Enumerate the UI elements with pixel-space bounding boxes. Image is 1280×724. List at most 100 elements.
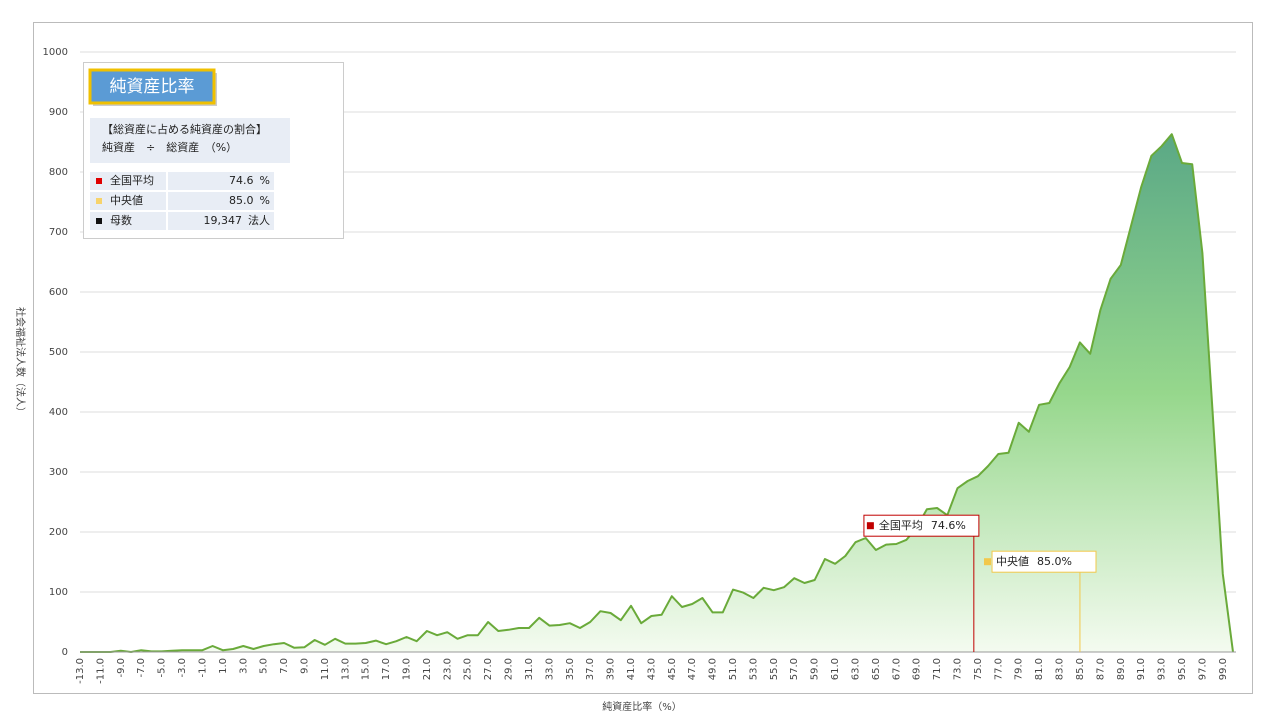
- x-tick-label: 11.0: [320, 658, 331, 680]
- y-tick-label: 300: [49, 467, 68, 478]
- y-tick-label: 0: [62, 647, 68, 658]
- x-tick-label: -3.0: [177, 658, 188, 678]
- annotation-value: 85.0%: [1037, 555, 1072, 568]
- x-tick-label: 17.0: [381, 658, 392, 680]
- reference-annotation: 中央値 85.0%: [983, 550, 1097, 573]
- x-tick-label: 95.0: [1177, 658, 1188, 680]
- x-tick-label: 77.0: [993, 658, 1004, 680]
- x-tick-label: 53.0: [748, 658, 759, 680]
- x-tick-label: 47.0: [687, 658, 698, 680]
- x-tick-label: 9.0: [300, 658, 311, 674]
- x-tick-label: 5.0: [259, 658, 270, 674]
- x-tick-label: -13.0: [75, 658, 86, 684]
- x-tick-label: 71.0: [932, 658, 943, 680]
- annotation-swatch: [983, 558, 991, 566]
- x-tick-label: 61.0: [830, 658, 841, 680]
- x-tick-label: 15.0: [361, 658, 372, 680]
- ticks: 0 100 200 300 400 500 600 700 800 900 1000 -13.0 -11…: [43, 47, 1229, 684]
- x-tick-label: -7.0: [136, 658, 147, 678]
- annotation-box: [863, 514, 980, 537]
- info-title: 純資産比率: [110, 77, 195, 97]
- y-tick-label: 500: [49, 347, 68, 358]
- x-tick-label: 91.0: [1136, 658, 1147, 680]
- x-tick-label: 31.0: [524, 658, 535, 680]
- x-tick-label: 13.0: [340, 658, 351, 680]
- x-tick-label: 39.0: [606, 658, 617, 680]
- y-tick-label: 200: [49, 527, 68, 538]
- x-tick-label: 27.0: [483, 658, 494, 680]
- reference-annotation: 全国平均 74.6%: [863, 514, 980, 537]
- row-unit: %: [260, 194, 270, 207]
- x-tick-label: 65.0: [871, 658, 882, 680]
- annotation-label: 中央値: [996, 555, 1029, 568]
- x-tick-label: 55.0: [769, 658, 780, 680]
- row-label-cell: [90, 172, 166, 190]
- x-tick-label: -5.0: [157, 658, 168, 678]
- row-label-cell: [90, 192, 166, 210]
- x-axis-label: 純資産比率（%）: [602, 700, 682, 713]
- row-unit: 法人: [248, 213, 270, 227]
- y-tick-label: 400: [49, 407, 68, 418]
- row-label-cell: [90, 212, 166, 230]
- x-tick-label: 3.0: [238, 658, 249, 674]
- y-tick-label: 1000: [43, 47, 68, 58]
- x-tick-label: 33.0: [544, 658, 555, 680]
- row-value: 85.0: [229, 194, 254, 207]
- row-label: 中央値: [110, 194, 143, 207]
- x-tick-label: 45.0: [667, 658, 678, 680]
- x-tick-label: 1.0: [218, 658, 229, 674]
- x-tick-label: 57.0: [789, 658, 800, 680]
- plot: 全国平均 74.6% 中央値 85.0%: [80, 133, 1236, 653]
- x-tick-label: 37.0: [585, 658, 596, 680]
- x-tick-label: 23.0: [442, 658, 453, 680]
- y-tick-label: 800: [49, 167, 68, 178]
- title-box: [88, 68, 216, 105]
- x-tick-label: -1.0: [197, 658, 208, 678]
- row-swatch: [96, 198, 102, 204]
- info-box: 純資産比率 【総資産に占める純資産の割合】 純資産 ÷ 総資産 （%） 全国平均…: [83, 62, 344, 239]
- y-tick-label: 900: [49, 107, 68, 118]
- description: 【総資産に占める純資産の割合】: [102, 122, 267, 136]
- x-tick-label: -9.0: [116, 658, 127, 678]
- row-value-cell: [168, 212, 274, 230]
- x-tick-label: 35.0: [565, 658, 576, 680]
- x-tick-label: 99.0: [1218, 658, 1229, 680]
- x-tick-label: 93.0: [1157, 658, 1168, 680]
- x-tick-label: 81.0: [1034, 658, 1045, 680]
- row-swatch: [96, 178, 102, 184]
- x-tick-label: -11.0: [95, 658, 106, 684]
- row-value: 19,347: [204, 214, 243, 227]
- y-axis-label: 社会福祉法人数（法人）: [14, 307, 27, 417]
- x-tick-label: 69.0: [912, 658, 923, 680]
- x-tick-label: 29.0: [504, 658, 515, 680]
- row-label: 母数: [110, 214, 132, 227]
- x-tick-label: 51.0: [728, 658, 739, 680]
- x-tick-label: 43.0: [646, 658, 657, 680]
- x-tick-label: 25.0: [463, 658, 474, 680]
- x-tick-label: 19.0: [402, 658, 413, 680]
- y-tick-label: 600: [49, 287, 68, 298]
- x-tick-label: 21.0: [422, 658, 433, 680]
- description-box: [90, 118, 290, 163]
- x-tick-label: 59.0: [810, 658, 821, 680]
- x-tick-label: 83.0: [1055, 658, 1066, 680]
- row-swatch: [96, 218, 102, 224]
- x-tick-label: 89.0: [1116, 658, 1127, 680]
- x-tick-label: 97.0: [1197, 658, 1208, 680]
- row-label: 全国平均: [110, 173, 154, 187]
- area-line: [80, 133, 1234, 653]
- x-tick-label: 67.0: [891, 658, 902, 680]
- description: 純資産 ÷ 総資産 （%）: [102, 140, 237, 154]
- row-value-cell: [168, 172, 274, 190]
- x-tick-label: 75.0: [973, 658, 984, 680]
- x-tick-label: 41.0: [626, 658, 637, 680]
- row-unit: %: [260, 174, 270, 187]
- annotation-label: 全国平均: [879, 518, 923, 532]
- x-tick-label: 79.0: [1014, 658, 1025, 680]
- y-tick-label: 700: [49, 227, 68, 238]
- x-tick-label: 73.0: [953, 658, 964, 680]
- annotation-swatch: [866, 522, 874, 530]
- annotation-value: 74.6%: [931, 519, 966, 532]
- x-tick-label: 63.0: [851, 658, 862, 680]
